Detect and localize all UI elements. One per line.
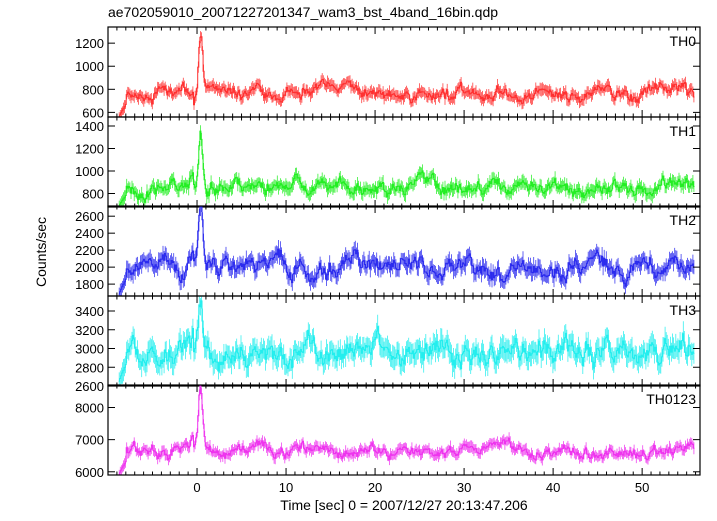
error-bars-th1 xyxy=(118,125,695,207)
panels-group: 600 800 1000 1200 TH0 800 1000 1200 1400 TH1 1800 2… xyxy=(75,26,701,495)
y-tick-label: 1000 xyxy=(75,164,104,179)
chart-title: ae702059010_20071227201347_wam3_bst_4ban… xyxy=(108,4,498,20)
y-tick-label: 1400 xyxy=(75,119,104,134)
series-line-th3 xyxy=(118,300,695,382)
panel-frame-th3 xyxy=(107,295,701,387)
y-tick-label: 3400 xyxy=(75,304,104,319)
y-tick-label: 600 xyxy=(82,105,104,120)
panel-frame-th1 xyxy=(107,116,701,208)
y-tick-label: 3200 xyxy=(75,323,104,338)
error-bars-th0123 xyxy=(118,385,695,475)
error-bars-th0 xyxy=(118,31,695,117)
panel-frame-th0 xyxy=(107,26,701,118)
panel-th2: 1800 2000 2200 2400 2600 TH2 xyxy=(75,205,701,297)
y-tick-label: 1800 xyxy=(75,277,104,292)
y-tick-label: 7000 xyxy=(75,433,104,448)
panel-th0123: 6000 7000 8000 TH0123 xyxy=(75,384,701,480)
series-line-th0123 xyxy=(118,384,695,475)
y-tick-label: 2600 xyxy=(75,209,104,224)
y-tick-label: 1200 xyxy=(75,142,104,157)
series-label-th0123: TH0123 xyxy=(646,391,696,407)
series-label-th3: TH3 xyxy=(670,302,697,318)
x-tick-label: 50 xyxy=(635,480,649,495)
x-tick-label: 10 xyxy=(279,480,293,495)
panel-th1: 800 1000 1200 1400 TH1 xyxy=(75,116,701,208)
series-label-th0: TH0 xyxy=(670,33,697,49)
x-tick-label: 20 xyxy=(368,480,382,495)
series-line-th1 xyxy=(118,130,695,207)
x-tick-label: 30 xyxy=(457,480,471,495)
error-bars-th2 xyxy=(118,206,695,296)
series-line-th0 xyxy=(118,36,695,118)
y-tick-label: 2800 xyxy=(75,360,104,375)
y-tick-label: 1000 xyxy=(75,59,104,74)
series-label-th1: TH1 xyxy=(670,123,697,139)
y-tick-label: 8000 xyxy=(75,401,104,416)
y-tick-label: 2400 xyxy=(75,226,104,241)
y-axis-title: Counts/sec xyxy=(33,217,49,287)
y-tick-label: 2000 xyxy=(75,260,104,275)
y-tick-label: 3000 xyxy=(75,342,104,357)
y-tick-label: 2200 xyxy=(75,243,104,258)
y-tick-label: 6000 xyxy=(75,465,104,480)
series-label-th2: TH2 xyxy=(670,212,697,228)
y-tick-label: 800 xyxy=(82,82,104,97)
x-tick-label: 0 xyxy=(193,480,200,495)
x-axis-title: Time [sec] 0 = 2007/12/27 20:13:47.206 xyxy=(280,497,528,513)
series-line-th2 xyxy=(118,205,695,295)
y-tick-label: 1200 xyxy=(75,36,104,51)
y-tick-label: 800 xyxy=(82,187,104,202)
x-tick-label: 40 xyxy=(546,480,560,495)
y-tick-label: 2600 xyxy=(75,379,104,394)
panel-th3: 2600 2800 3000 3200 3400 TH3 xyxy=(75,295,701,394)
panel-th0: 600 800 1000 1200 TH0 xyxy=(75,26,701,120)
panel-frame-th0123 xyxy=(107,384,701,476)
